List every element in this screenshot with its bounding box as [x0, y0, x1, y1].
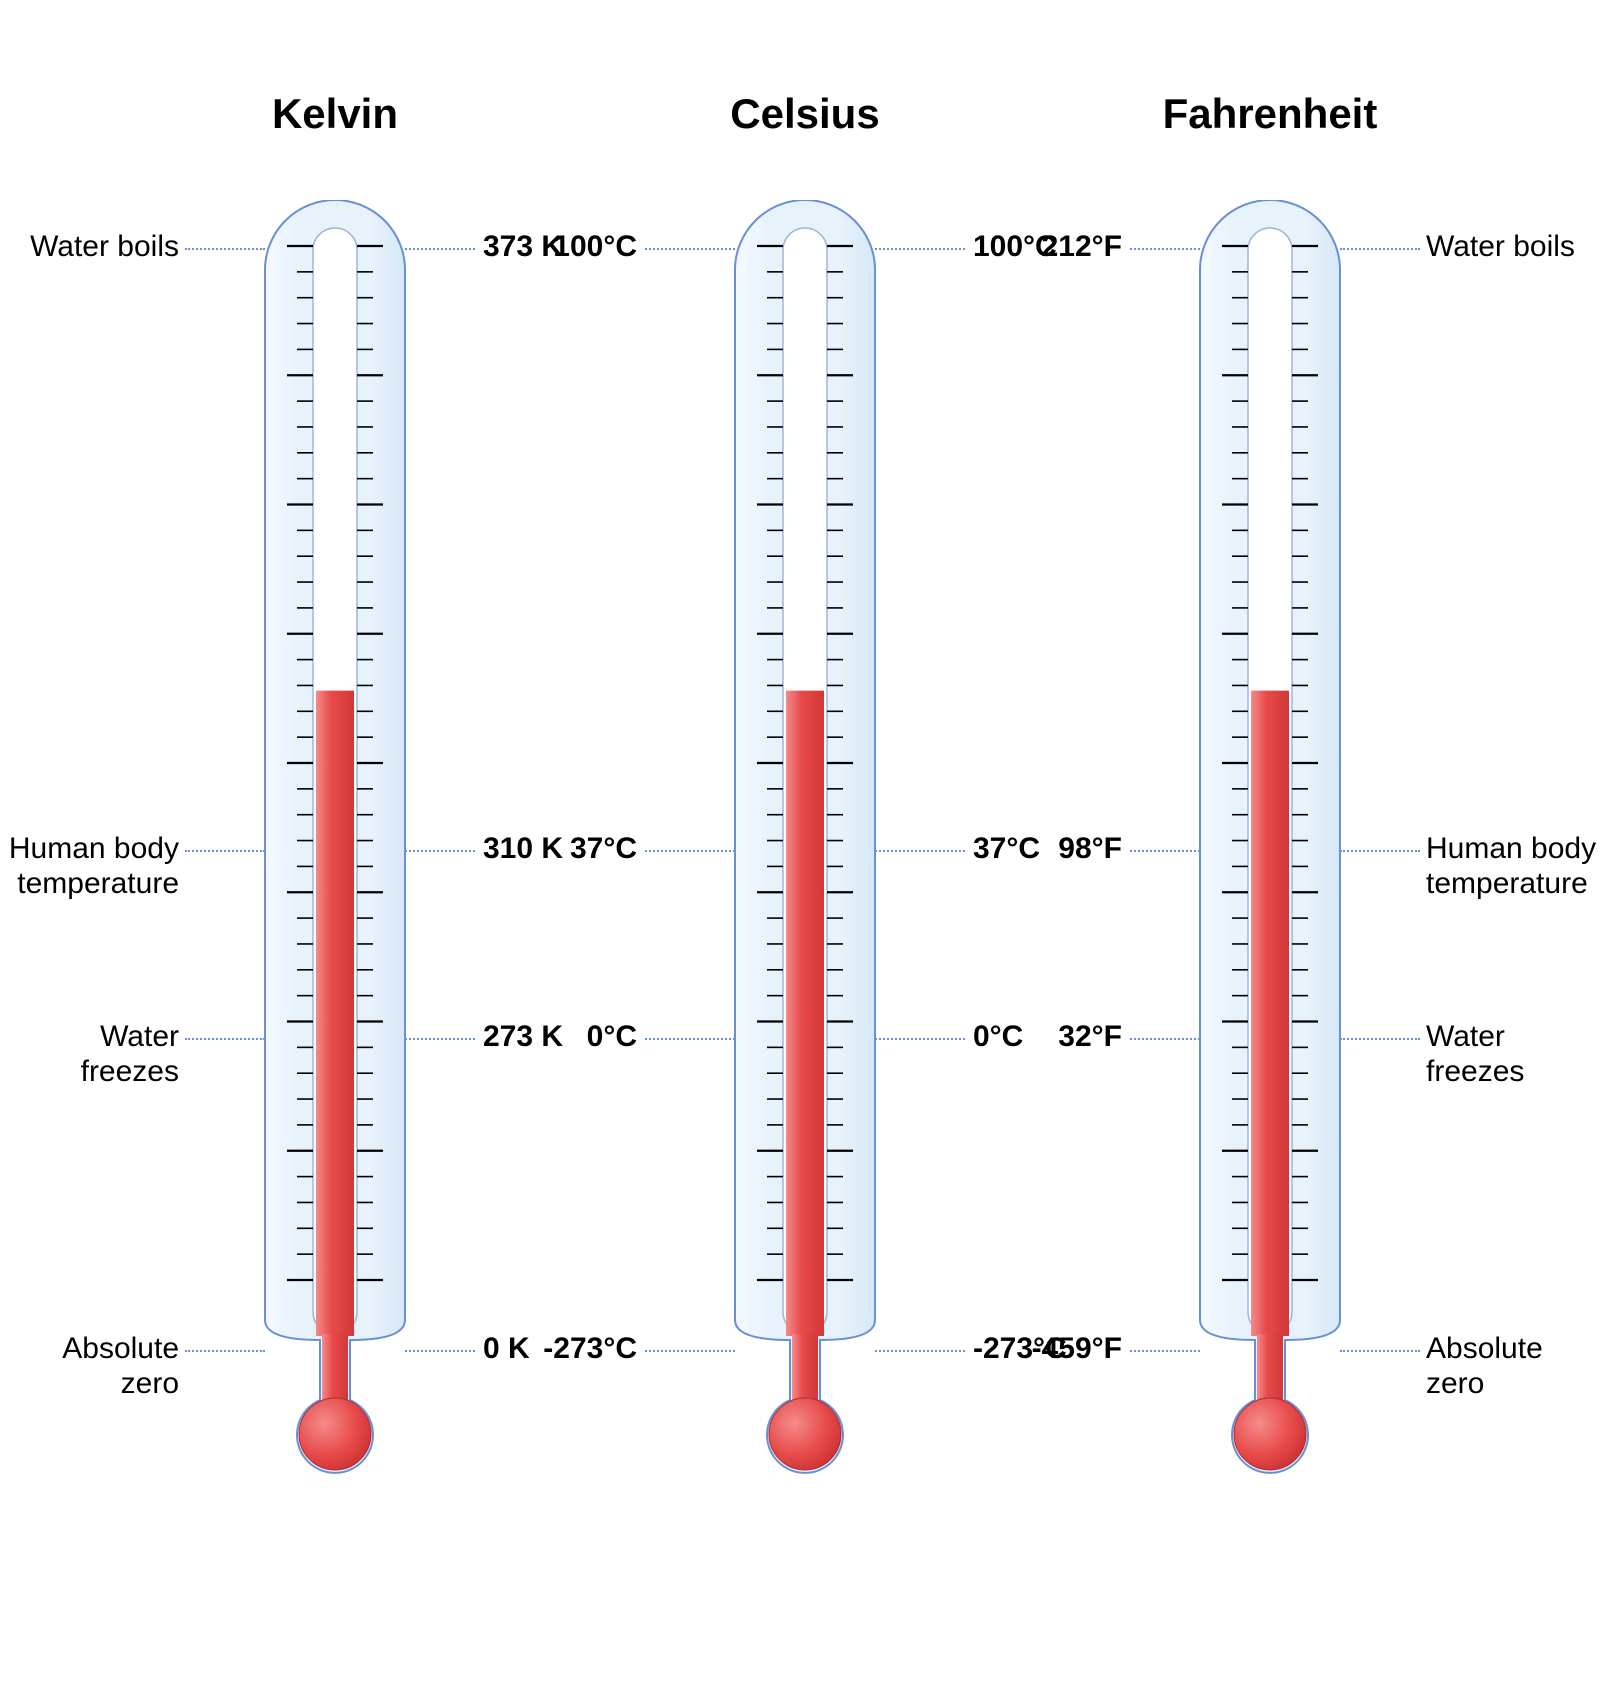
thermometer-icon [1160, 200, 1380, 1496]
marker-label: Waterfreezes [1426, 1020, 1600, 1089]
scale-celsius: Celsius [590, 0, 1020, 1690]
marker-value-left: -273°C [543, 1332, 637, 1366]
marker-value: 373 K [483, 230, 563, 264]
scale-kelvin: Kelvin [120, 0, 550, 1690]
thermometer-icon [225, 200, 445, 1496]
marker-line-left [645, 1038, 735, 1040]
marker-line-right [875, 850, 965, 852]
marker-line-right [875, 248, 965, 250]
marker-value-right: 37°C [973, 832, 1040, 866]
marker-label: Water boils [0, 230, 179, 265]
marker-line-label [185, 1350, 265, 1352]
marker-line-value [1130, 248, 1200, 250]
marker-value: 98°F [1058, 832, 1122, 866]
marker-label: Water boils [1426, 230, 1600, 265]
marker-line-value [1130, 850, 1200, 852]
scale-title-celsius: Celsius [590, 90, 1020, 138]
marker-line-value [405, 850, 475, 852]
marker-value-left: 37°C [570, 832, 637, 866]
scale-title-fahrenheit: Fahrenheit [1055, 90, 1485, 138]
marker-line-label [1340, 850, 1420, 852]
marker-label: Waterfreezes [0, 1020, 179, 1089]
marker-line-label [185, 850, 265, 852]
marker-value: 310 K [483, 832, 563, 866]
marker-value: 212°F [1042, 230, 1122, 264]
thermometer-icon [695, 200, 915, 1496]
marker-value: 0 K [483, 1332, 530, 1366]
marker-line-value [405, 1350, 475, 1352]
scale-title-kelvin: Kelvin [120, 90, 550, 138]
marker-line-right [875, 1350, 965, 1352]
marker-label: Human bodytemperature [0, 832, 179, 901]
marker-label: Absolutezero [1426, 1332, 1600, 1401]
scale-fahrenheit: Fahrenheit [1055, 0, 1485, 1690]
marker-value: -459°F [1032, 1332, 1122, 1366]
marker-line-left [645, 850, 735, 852]
marker-line-value [1130, 1350, 1200, 1352]
marker-line-value [1130, 1038, 1200, 1040]
marker-value: 273 K [483, 1020, 563, 1054]
marker-line-right [875, 1038, 965, 1040]
marker-line-label [185, 248, 265, 250]
marker-label: Human bodytemperature [1426, 832, 1600, 901]
marker-line-left [645, 248, 735, 250]
marker-line-label [185, 1038, 265, 1040]
marker-line-label [1340, 1038, 1420, 1040]
marker-label: Absolutezero [0, 1332, 179, 1401]
marker-value-left: 100°C [553, 230, 637, 264]
marker-line-label [1340, 248, 1420, 250]
marker-value: 32°F [1058, 1020, 1122, 1054]
marker-line-value [405, 248, 475, 250]
marker-value-right: 0°C [973, 1020, 1023, 1054]
marker-line-label [1340, 1350, 1420, 1352]
marker-line-value [405, 1038, 475, 1040]
marker-value-left: 0°C [587, 1020, 637, 1054]
marker-line-left [645, 1350, 735, 1352]
temperature-scales-diagram: Kelvin [0, 0, 1600, 1690]
